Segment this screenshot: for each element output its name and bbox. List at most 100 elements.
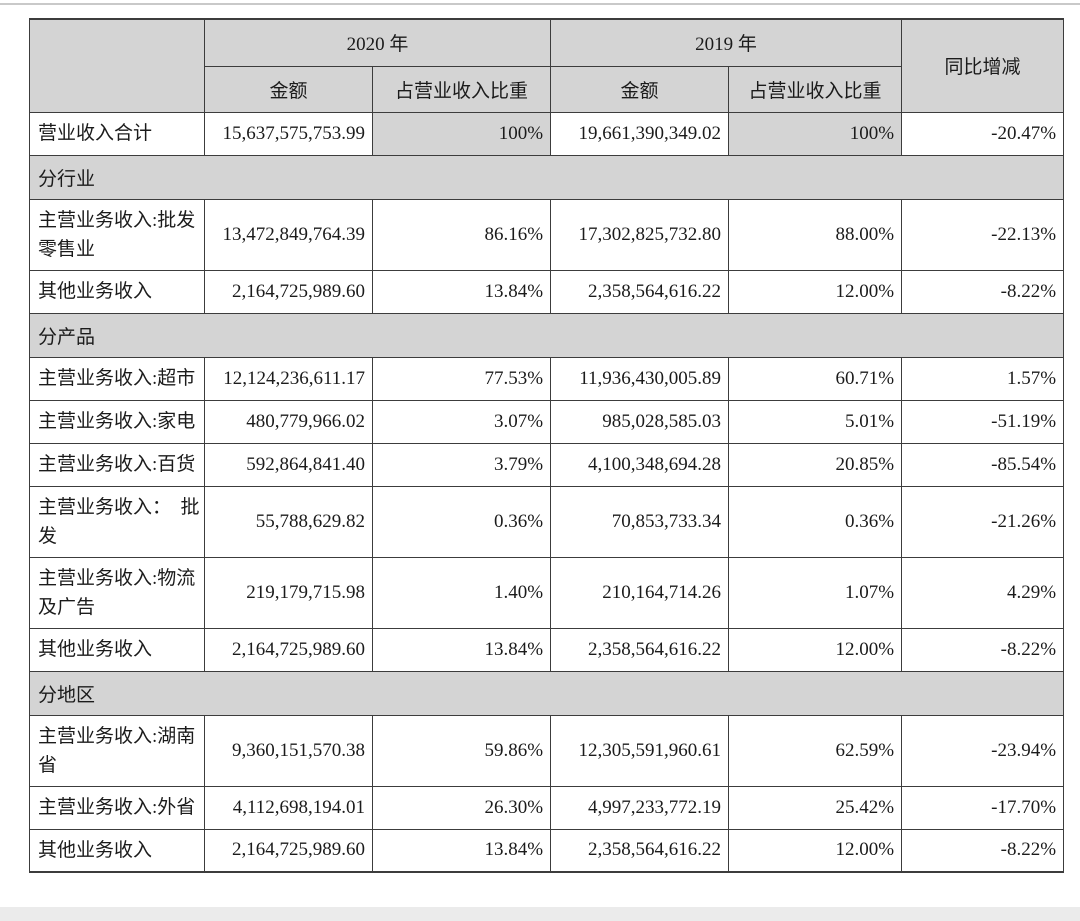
table-row: 主营业务收入:百货 592,864,841.40 3.79% 4,100,348,69… <box>29 442 1065 487</box>
row-label: 主营业务收入:超市 <box>29 356 205 401</box>
amount-2019: 4,997,233,772.19 <box>550 785 730 830</box>
row-label: 其他业务收入 <box>29 627 205 672</box>
row-label: 主营业务收入:百货 <box>29 442 205 487</box>
amount-2020: 12,124,236,611.17 <box>204 356 373 401</box>
section-label: 分行业 <box>28 154 1065 200</box>
corner-header-cell <box>29 18 205 113</box>
amount-2020: 592,864,841.40 <box>204 442 373 487</box>
amount-2020: 2,164,725,989.60 <box>204 627 373 672</box>
table-row: 其他业务收入 2,164,725,989.60 13.84% 2,358,564,61… <box>29 269 1065 314</box>
share-2020: 77.53% <box>371 356 552 401</box>
header-row-years: 2020 年 2019 年 同比增减 <box>29 18 1065 113</box>
amount-2020: 2,164,725,989.60 <box>204 269 373 314</box>
share-2019: 62.59% <box>728 714 903 787</box>
amount-2019: 2,358,564,616.22 <box>550 269 730 314</box>
section-row: 分地区 <box>28 670 1065 716</box>
header-year-2019: 2019 年 <box>550 18 903 67</box>
share-2020: 26.30% <box>371 785 552 830</box>
amount-2019: 2,358,564,616.22 <box>550 627 730 672</box>
yoy-change: -20.47% <box>901 111 1065 156</box>
amount-2019: 985,028,585.03 <box>550 399 730 444</box>
amount-2019: 17,302,825,732.80 <box>550 198 730 271</box>
share-2019: 5.01% <box>728 399 903 444</box>
share-2020: 13.84% <box>371 828 552 873</box>
amount-2019: 4,100,348,694.28 <box>550 442 730 487</box>
revenue-breakdown-table: 2020 年 2019 年 同比增减 金额 占营业收入比重 金额 占营业收入比重… <box>28 18 1065 873</box>
amount-2020: 480,779,966.02 <box>204 399 373 444</box>
amount-2019: 19,661,390,349.02 <box>550 111 730 156</box>
section-row: 分产品 <box>28 312 1065 358</box>
header-year-2020: 2020 年 <box>203 18 552 67</box>
amount-2019: 11,936,430,005.89 <box>550 356 730 401</box>
table-row: 主营业务收入:物流及广告 219,179,715.98 1.40% 210,164,7… <box>29 556 1065 629</box>
share-2019: 20.85% <box>728 442 903 487</box>
header-yoy-change: 同比增减 <box>901 18 1065 113</box>
row-label: 主营业务收入:家电 <box>29 399 205 444</box>
share-2020: 13.84% <box>371 269 552 314</box>
table-row: 主营业务收入:湖南省 9,360,151,570.38 59.86% 12,305,5… <box>29 714 1065 787</box>
amount-2019: 2,358,564,616.22 <box>550 828 730 873</box>
yoy-change: -17.70% <box>901 785 1065 830</box>
table-header: 2020 年 2019 年 同比增减 金额 占营业收入比重 金额 占营业收入比重 <box>29 18 1065 113</box>
next-row-clipped-strip <box>0 907 1080 921</box>
amount-2019: 70,853,733.34 <box>550 485 730 558</box>
share-2020: 3.79% <box>371 442 552 487</box>
header-amount-2019: 金额 <box>550 65 730 113</box>
yoy-change: -22.13% <box>901 198 1065 271</box>
yoy-change: -8.22% <box>901 828 1065 873</box>
yoy-change: -51.19% <box>901 399 1065 444</box>
yoy-change: 1.57% <box>901 356 1065 401</box>
yoy-change: -23.94% <box>901 714 1065 787</box>
share-2020: 13.84% <box>371 627 552 672</box>
header-share-2019: 占营业收入比重 <box>728 65 903 113</box>
table-body: 营业收入合计 15,637,575,753.99 100% 19,661,390,34… <box>28 111 1065 873</box>
amount-2020: 15,637,575,753.99 <box>204 111 373 156</box>
section-row: 分行业 <box>28 154 1065 200</box>
amount-2020: 2,164,725,989.60 <box>204 828 373 873</box>
amount-2020: 13,472,849,764.39 <box>204 198 373 271</box>
row-label: 其他业务收入 <box>29 828 205 873</box>
table-row: 其他业务收入 2,164,725,989.60 13.84% 2,358,564,61… <box>29 828 1065 873</box>
row-label: 主营业务收入:物流及广告 <box>29 556 205 629</box>
yoy-change: -8.22% <box>901 269 1065 314</box>
row-label: 主营业务收入:湖南省 <box>29 714 205 787</box>
share-2019: 0.36% <box>728 485 903 558</box>
table-row: 营业收入合计 15,637,575,753.99 100% 19,661,390,34… <box>29 111 1065 156</box>
amount-2020: 9,360,151,570.38 <box>204 714 373 787</box>
row-label: 主营业务收入:外省 <box>29 785 205 830</box>
table-row: 主营业务收入:批发零售业 13,472,849,764.39 86.16% 17,30… <box>29 198 1065 271</box>
section-label: 分产品 <box>28 312 1065 358</box>
table-row: 主营业务收入:超市 12,124,236,611.17 77.53% 11,936,4… <box>29 356 1065 401</box>
header-share-2020: 占营业收入比重 <box>371 65 552 113</box>
share-2020: 100% <box>371 111 552 156</box>
header-amount-2020: 金额 <box>204 65 373 113</box>
share-2019: 100% <box>728 111 903 156</box>
table-row: 主营业务收入:家电 480,779,966.02 3.07% 985,028,585.… <box>29 399 1065 444</box>
page-top-rule <box>0 3 1080 5</box>
share-2019: 12.00% <box>728 269 903 314</box>
share-2019: 25.42% <box>728 785 903 830</box>
amount-2020: 55,788,629.82 <box>204 485 373 558</box>
share-2019: 60.71% <box>728 356 903 401</box>
share-2020: 1.40% <box>371 556 552 629</box>
yoy-change: 4.29% <box>901 556 1065 629</box>
yoy-change: -8.22% <box>901 627 1065 672</box>
share-2019: 12.00% <box>728 627 903 672</box>
share-2020: 0.36% <box>371 485 552 558</box>
amount-2019: 12,305,591,960.61 <box>550 714 730 787</box>
yoy-change: -85.54% <box>901 442 1065 487</box>
amount-2020: 219,179,715.98 <box>204 556 373 629</box>
amount-2019: 210,164,714.26 <box>550 556 730 629</box>
section-label: 分地区 <box>28 670 1065 716</box>
row-label: 主营业务收入:批发零售业 <box>29 198 205 271</box>
header-row-subcolumns: 金额 占营业收入比重 金额 占营业收入比重 <box>30 65 1064 113</box>
share-2020: 59.86% <box>371 714 552 787</box>
share-2020: 86.16% <box>371 198 552 271</box>
table-row: 其他业务收入 2,164,725,989.60 13.84% 2,358,564,61… <box>29 627 1065 672</box>
share-2019: 88.00% <box>728 198 903 271</box>
yoy-change: -21.26% <box>901 485 1065 558</box>
amount-2020: 4,112,698,194.01 <box>204 785 373 830</box>
table-row: 主营业务收入:外省 4,112,698,194.01 26.30% 4,997,233… <box>29 785 1065 830</box>
table-row: 主营业务收入： 批发 55,788,629.82 0.36% 70,853,733.3… <box>29 485 1065 558</box>
